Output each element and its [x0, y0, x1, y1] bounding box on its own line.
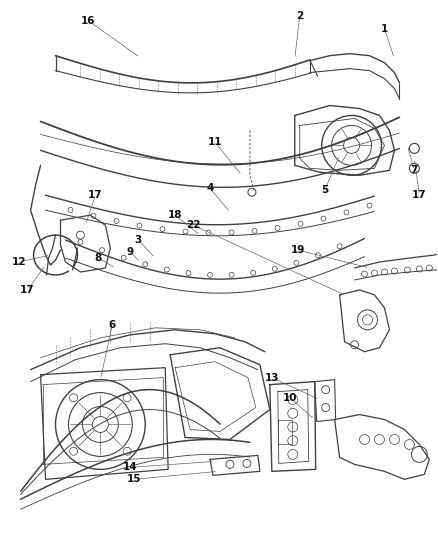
Text: 17: 17: [20, 285, 35, 295]
Text: 15: 15: [127, 474, 141, 484]
Text: 8: 8: [95, 253, 102, 263]
Text: 17: 17: [412, 190, 427, 200]
Text: 4: 4: [206, 183, 214, 193]
Text: 10: 10: [283, 393, 297, 402]
Text: 6: 6: [109, 320, 116, 330]
Text: 1: 1: [381, 24, 388, 34]
Text: 19: 19: [290, 245, 305, 255]
Text: 22: 22: [186, 220, 200, 230]
Text: 14: 14: [123, 462, 138, 472]
Text: 13: 13: [265, 373, 279, 383]
Text: 3: 3: [134, 235, 142, 245]
Text: 2: 2: [296, 11, 304, 21]
Text: 7: 7: [411, 165, 418, 175]
Text: 5: 5: [321, 185, 328, 195]
Text: 9: 9: [127, 247, 134, 257]
Text: 12: 12: [11, 257, 26, 267]
Text: 11: 11: [208, 138, 222, 148]
Text: 16: 16: [81, 16, 95, 26]
Text: 18: 18: [168, 210, 182, 220]
Text: 17: 17: [88, 190, 102, 200]
